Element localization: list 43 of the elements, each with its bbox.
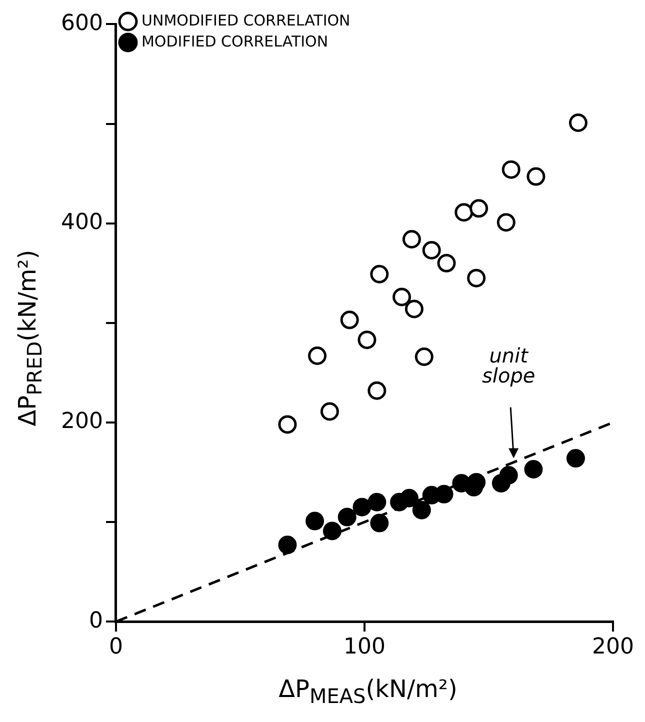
point (306, 512, 324, 530)
point (499, 466, 518, 484)
point (278, 415, 297, 434)
point (402, 230, 421, 249)
point (502, 160, 520, 179)
point (568, 114, 588, 132)
point (392, 288, 412, 306)
point (400, 488, 418, 508)
y-tick-label: 400 (60, 210, 103, 236)
point (352, 498, 372, 516)
point (338, 508, 356, 526)
point (358, 330, 376, 350)
point (414, 348, 434, 366)
point (320, 402, 339, 421)
y-tick-label: 600 (60, 10, 103, 36)
point (368, 492, 386, 512)
point (370, 514, 389, 532)
x-tick-label: 0 (108, 634, 123, 660)
point (278, 536, 297, 554)
point (526, 167, 546, 186)
point (524, 460, 543, 479)
point (496, 213, 516, 232)
point (566, 449, 585, 468)
point (412, 500, 431, 520)
point (404, 300, 424, 318)
point (340, 310, 359, 330)
point (322, 522, 342, 540)
point (454, 203, 474, 222)
x-tick-label: 100 (343, 634, 386, 660)
point (368, 381, 386, 400)
legend-label: MODIFIED CORRELATION (141, 32, 328, 50)
annotation: unit slope (482, 343, 536, 388)
point (467, 268, 486, 288)
y-tick-label: 200 (60, 409, 103, 434)
point (308, 346, 327, 366)
point (370, 264, 389, 284)
point (437, 254, 456, 272)
legend-label: UNMODIFIED CORRELATION (141, 11, 350, 30)
y-tick-label: 0 (88, 608, 103, 634)
x-axis-title: ΔP$_{MEAS}$(kN/m²) (278, 675, 458, 708)
point (470, 199, 488, 218)
point (422, 240, 441, 260)
x-tick-label: 200 (592, 634, 634, 660)
